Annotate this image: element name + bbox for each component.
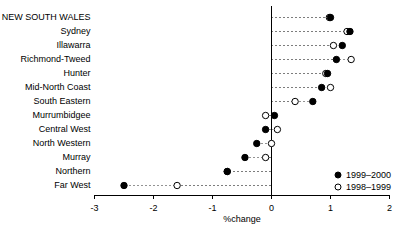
svg-text:Richmond-Tweed: Richmond-Tweed — [20, 54, 90, 64]
svg-text:Hunter: Hunter — [63, 68, 90, 78]
svg-text:2: 2 — [387, 203, 392, 213]
svg-text:Far West: Far West — [54, 180, 91, 190]
svg-text:Central West: Central West — [39, 124, 91, 134]
svg-text:Northern: Northern — [55, 166, 90, 176]
svg-text:Illawarra: Illawarra — [56, 40, 90, 50]
svg-text:North Western: North Western — [33, 138, 91, 148]
svg-text:NEW SOUTH WALES: NEW SOUTH WALES — [2, 12, 91, 22]
svg-text:0: 0 — [269, 203, 274, 213]
svg-text:%change: %change — [223, 214, 261, 224]
html-text:1998–1999: 1998–1999 — [345, 182, 391, 192]
svg-text:Sydney: Sydney — [60, 26, 91, 36]
svg-text:South Eastern: South Eastern — [33, 96, 90, 106]
svg-text:Murray: Murray — [62, 152, 91, 162]
svg-text:Murrumbidgee: Murrumbidgee — [32, 110, 90, 120]
svg-text:-1: -1 — [208, 203, 216, 213]
svg-text:1: 1 — [328, 203, 333, 213]
html-text:1999–2000: 1999–2000 — [345, 170, 391, 180]
svg-text:-3: -3 — [90, 203, 98, 213]
svg-text:-2: -2 — [149, 203, 157, 213]
svg-text:Mid-North Coast: Mid-North Coast — [25, 82, 91, 92]
